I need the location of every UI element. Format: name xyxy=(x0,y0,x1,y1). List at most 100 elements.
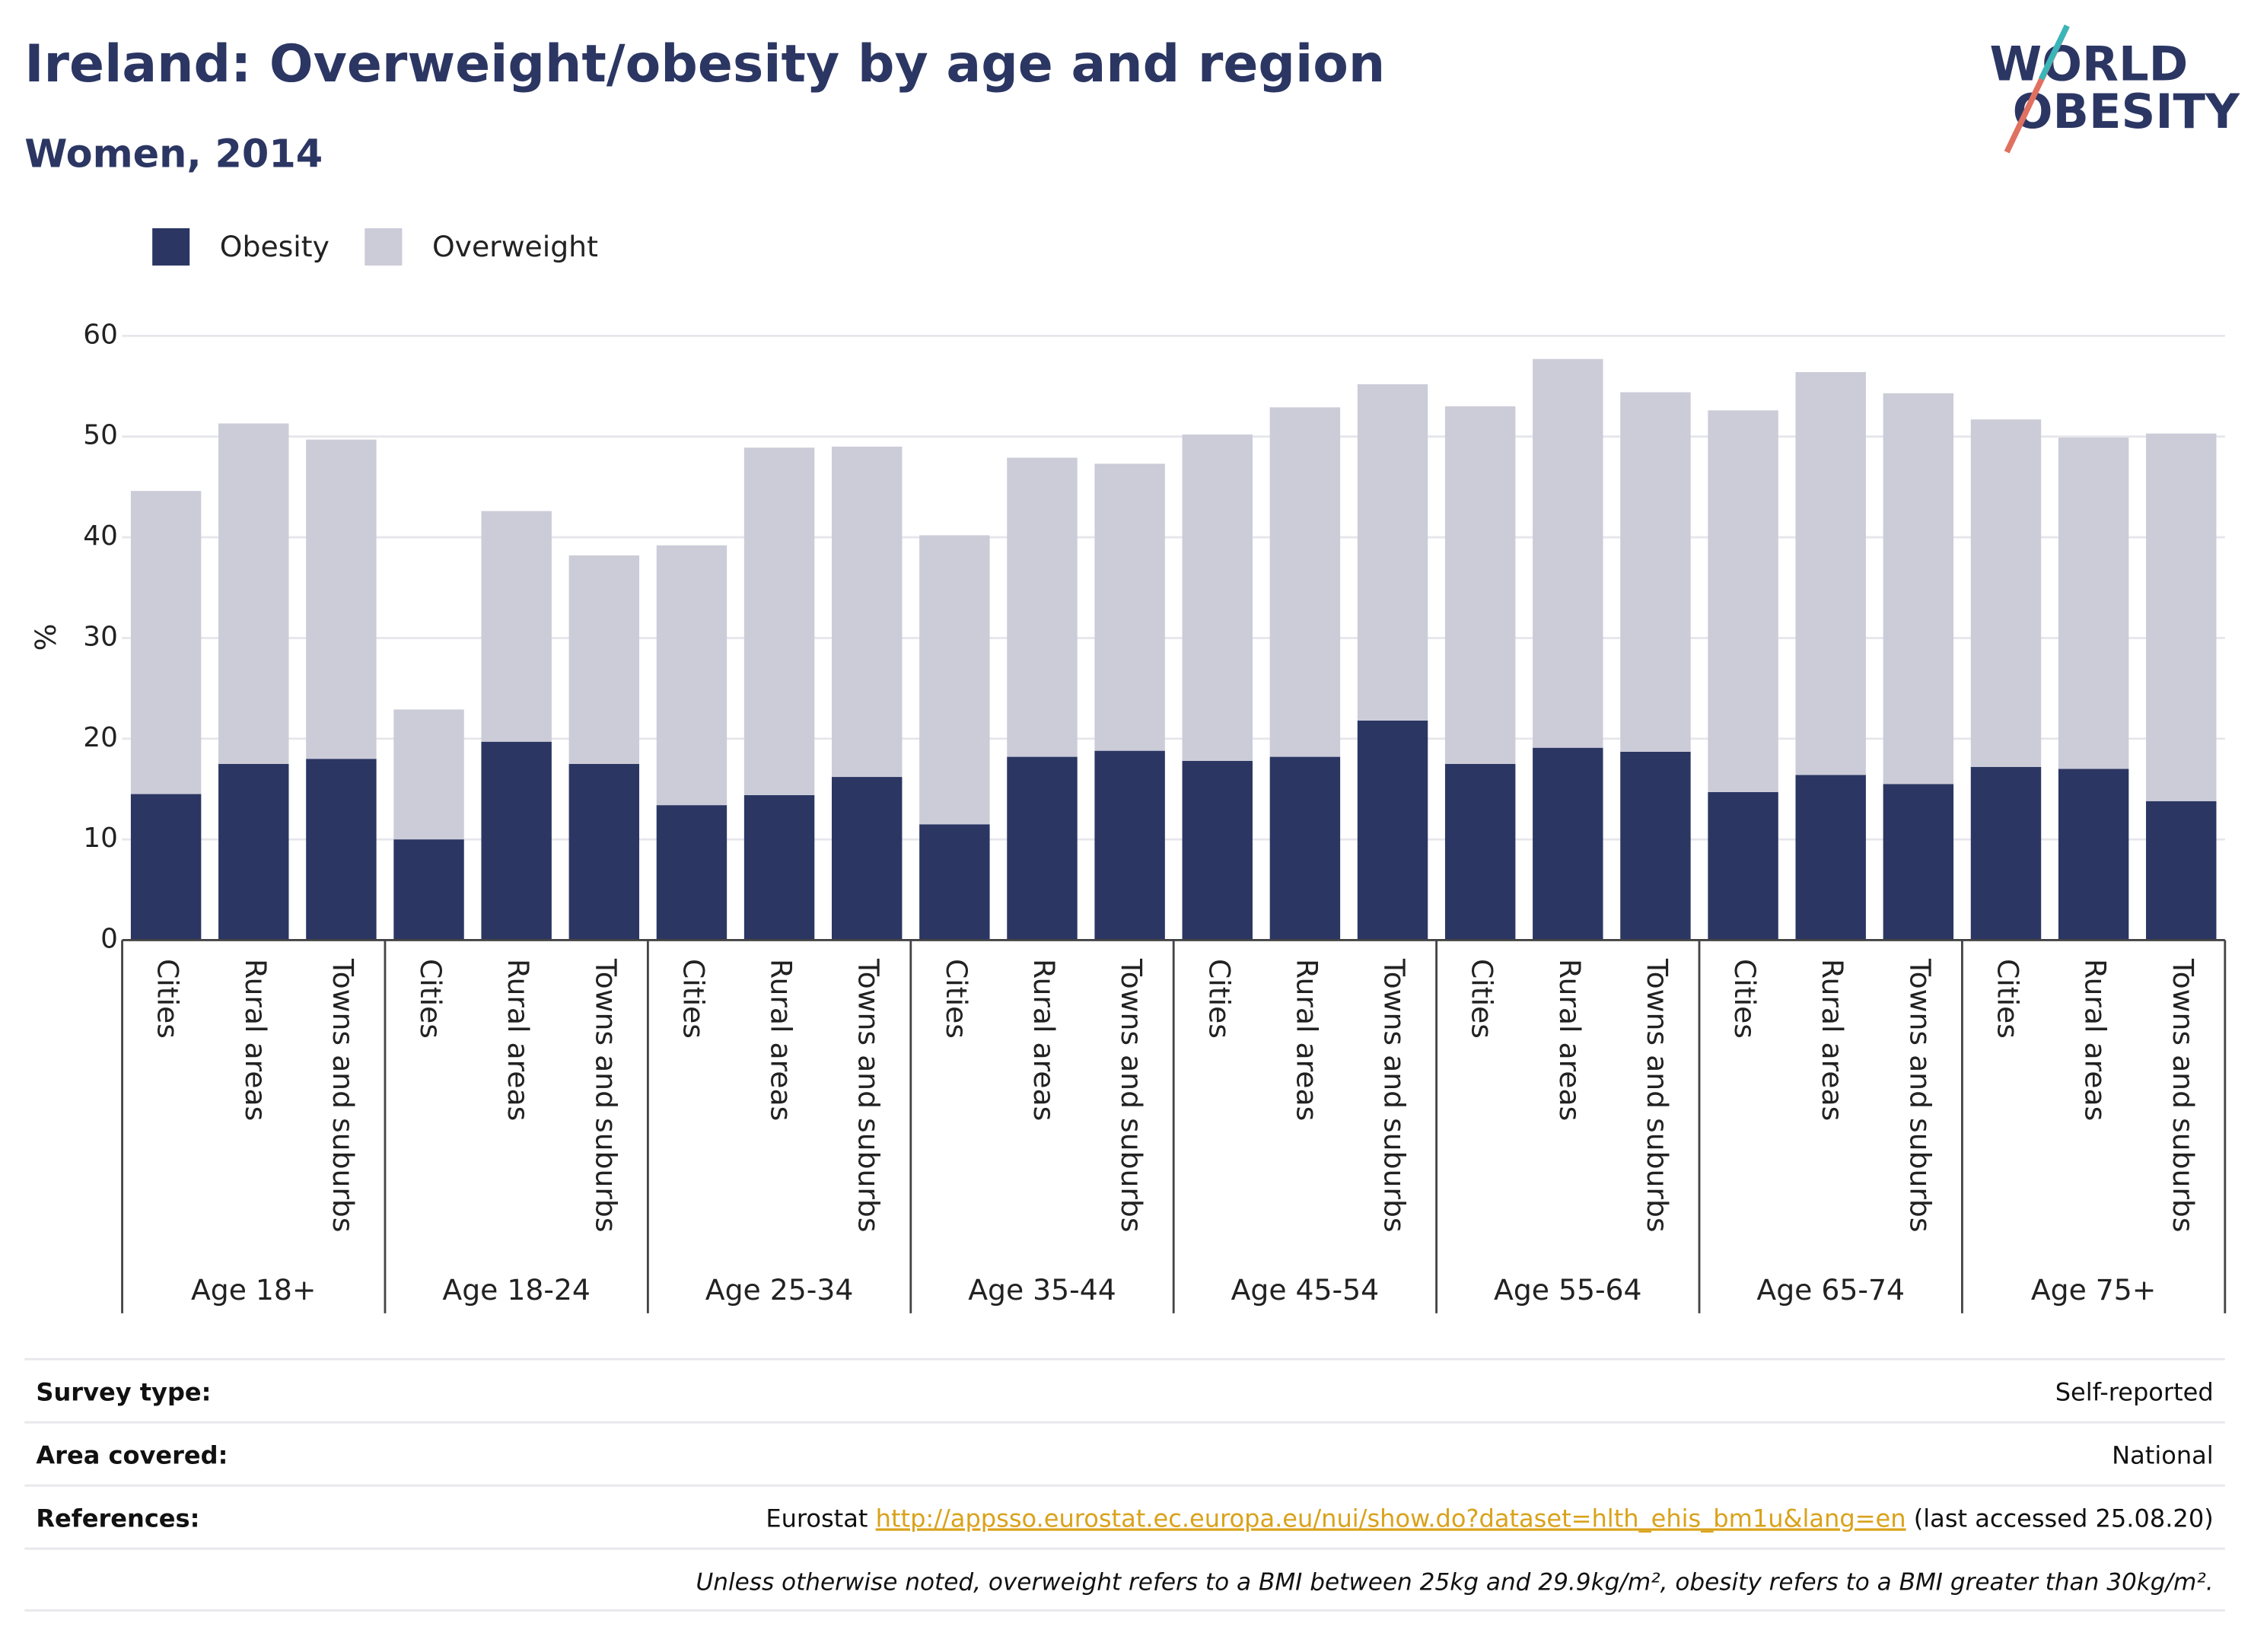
bar-segment xyxy=(1708,410,1778,792)
group-label: Age 18-24 xyxy=(442,1273,591,1307)
bar-segment xyxy=(1970,419,2042,767)
y-tick-label: 40 xyxy=(83,520,118,552)
x-tick-label: Rural areas xyxy=(1290,959,1323,1121)
bar-segment xyxy=(1795,372,1866,775)
bar-segment xyxy=(2146,433,2217,801)
y-tick-label: 20 xyxy=(83,722,118,753)
x-tick-label: Towns and suburbs xyxy=(1378,958,1412,1233)
x-tick-label: Towns and suburbs xyxy=(852,958,886,1233)
x-tick-label: Towns and suburbs xyxy=(589,958,622,1233)
bar-segment xyxy=(1357,384,1428,721)
bar-segment xyxy=(832,777,903,941)
x-tick-label: Rural areas xyxy=(2079,959,2113,1121)
legend-label: Obesity xyxy=(220,230,330,263)
legend-label: Overweight xyxy=(432,230,598,263)
reference-link: http://appsso.eurostat.ec.europa.eu/nui/… xyxy=(876,1504,1906,1533)
reference-accessed: (last accessed 25.08.20) xyxy=(1914,1504,2214,1533)
reference-source: Eurostat xyxy=(766,1504,868,1533)
footer-note: Unless otherwise noted, overweight refer… xyxy=(696,1568,2213,1596)
bar-segment xyxy=(656,545,728,806)
legend-swatch xyxy=(365,228,403,266)
bar-segment xyxy=(832,446,903,778)
bar-segment xyxy=(481,511,552,742)
footer-value: Self-reported xyxy=(2055,1377,2214,1406)
bar-segment xyxy=(218,763,289,941)
legend-swatch xyxy=(152,228,190,266)
bar-segment xyxy=(1094,750,1165,941)
y-tick-label: 10 xyxy=(83,823,118,854)
bar-segment xyxy=(1708,791,1778,941)
bar-segment xyxy=(1970,766,2042,941)
bar-segment xyxy=(1795,775,1866,941)
bar-segment xyxy=(218,423,289,764)
x-tick-label: Rural areas xyxy=(1553,959,1587,1121)
logo-slash xyxy=(2038,24,2070,81)
x-tick-label: Towns and suburbs xyxy=(1641,958,1674,1233)
bar-segment xyxy=(1533,747,1603,941)
footer-value: National xyxy=(2112,1440,2214,1469)
x-tick-label: Cities xyxy=(1466,959,1499,1039)
x-tick-label: Cities xyxy=(940,959,973,1039)
x-tick-label: Rural areas xyxy=(765,959,798,1121)
bar-segment xyxy=(1620,751,1691,941)
bar-segment xyxy=(1182,434,1253,761)
bar-segment xyxy=(1094,463,1165,751)
x-tick-label: Rural areas xyxy=(239,959,272,1121)
footer: Survey type: Self-reported Area covered: Na… xyxy=(24,1358,2225,1612)
y-tick-label: 0 xyxy=(100,923,118,954)
x-tick-label: Rural areas xyxy=(501,959,535,1121)
bar-segment xyxy=(306,439,377,759)
bar-segment xyxy=(393,839,464,941)
bar-segment xyxy=(393,709,464,840)
group-label: Age 25-34 xyxy=(705,1273,854,1307)
chart-title: Ireland: Overweight/obesity by age and r… xyxy=(24,34,1385,94)
group-label: Age 35-44 xyxy=(968,1273,1116,1307)
x-tick-label: Cities xyxy=(151,959,185,1039)
x-tick-label: Towns and suburbs xyxy=(1115,958,1148,1233)
bar-segment xyxy=(568,763,640,941)
bar-segment xyxy=(1007,457,1078,757)
bar-segment xyxy=(656,805,728,941)
footer-label: Survey type: xyxy=(36,1377,211,1406)
footer-label: Area covered: xyxy=(36,1440,228,1469)
group-label: Age 75+ xyxy=(2031,1273,2157,1307)
bar-segment xyxy=(1883,393,1954,785)
y-tick-label: 30 xyxy=(83,621,118,652)
bar-segment xyxy=(743,447,815,795)
bar-segment xyxy=(481,741,552,941)
bar-segment xyxy=(919,535,990,825)
bar-segment xyxy=(306,759,377,941)
bar-segment xyxy=(1182,760,1253,941)
bar-segment xyxy=(1444,406,1516,764)
bar-segment xyxy=(1357,720,1428,941)
x-tick-label: Towns and suburbs xyxy=(2167,958,2200,1233)
chart-subtitle: Women, 2014 xyxy=(24,132,323,177)
group-label: Age 55-64 xyxy=(1494,1273,1642,1307)
x-tick-label: Cities xyxy=(1202,959,1236,1039)
x-tick-label: Cities xyxy=(677,959,710,1039)
logo-text: WORLD xyxy=(1989,37,2188,92)
x-tick-label: Cities xyxy=(1991,959,2024,1039)
x-tick-label: Towns and suburbs xyxy=(326,958,360,1233)
bar-segment xyxy=(1620,392,1691,752)
bar-segment xyxy=(568,555,640,764)
bar-segment xyxy=(1269,756,1341,941)
bar-segment xyxy=(2058,769,2129,941)
bar-segment xyxy=(1444,763,1516,941)
bar-segment xyxy=(2058,438,2129,769)
bar-segment xyxy=(919,824,990,941)
logo-text: OBESITY xyxy=(2013,84,2240,139)
footer-label: References: xyxy=(36,1504,199,1533)
x-tick-label: Rural areas xyxy=(1816,959,1849,1121)
bar-segment xyxy=(1269,407,1341,757)
y-axis-label: % xyxy=(29,624,62,651)
x-tick-label: Rural areas xyxy=(1027,959,1061,1121)
group-label: Age 65-74 xyxy=(1756,1273,1905,1307)
x-tick-label: Towns and suburbs xyxy=(1903,958,1937,1233)
bar-segment xyxy=(1883,784,1954,941)
bar-segment xyxy=(2146,801,2217,941)
bar-segment xyxy=(130,794,202,941)
x-tick-label: Cities xyxy=(414,959,447,1039)
footer-value: Eurostat http://appsso.eurostat.ec.europ… xyxy=(766,1504,2213,1533)
